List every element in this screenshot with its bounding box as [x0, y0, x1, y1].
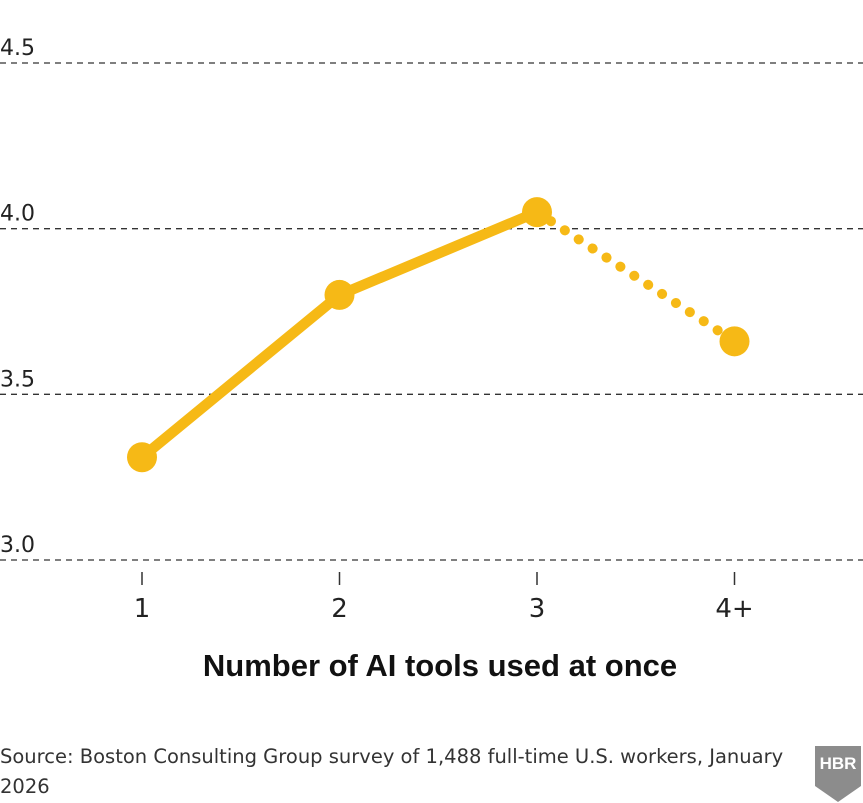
- x-axis-ticks: 1 2 3 4+: [134, 572, 754, 624]
- chart-svg: 3.0 3.5 4.0 4.5 1 2 3 4+ Number of AI tools us…: [0, 36, 863, 683]
- y-tick-label: 3.0: [0, 533, 35, 558]
- x-tick-label: 4+: [715, 594, 753, 624]
- data-point-4+: [719, 326, 750, 357]
- x-tick-label: 3: [529, 594, 546, 624]
- x-axis-title: Number of AI tools used at once: [203, 648, 677, 683]
- x-tick-label: 2: [331, 594, 348, 624]
- y-tick-label: 4.5: [0, 36, 35, 61]
- series-lines: [136, 206, 740, 463]
- data-point-1: [127, 442, 157, 473]
- data-point-2: [324, 279, 355, 310]
- data-point-3: [522, 197, 552, 228]
- hbr-logo: HBR: [815, 746, 861, 802]
- series-points: [127, 197, 750, 473]
- x-tick-label: 1: [134, 594, 151, 624]
- series-segment-2-solid: [334, 206, 543, 301]
- series-segment-1-solid: [136, 289, 345, 463]
- y-tick-label: 4.0: [0, 202, 35, 227]
- source-note: Source: Boston Consulting Group survey o…: [0, 745, 784, 798]
- hbr-shield-icon: [815, 746, 861, 802]
- gridlines: [0, 62, 863, 561]
- y-axis-ticks: 3.0 3.5 4.0 4.5: [0, 36, 35, 558]
- y-tick-label: 3.5: [0, 367, 35, 392]
- series-segment-3-dotted: [532, 207, 740, 347]
- hbr-logo-text: HBR: [820, 754, 857, 773]
